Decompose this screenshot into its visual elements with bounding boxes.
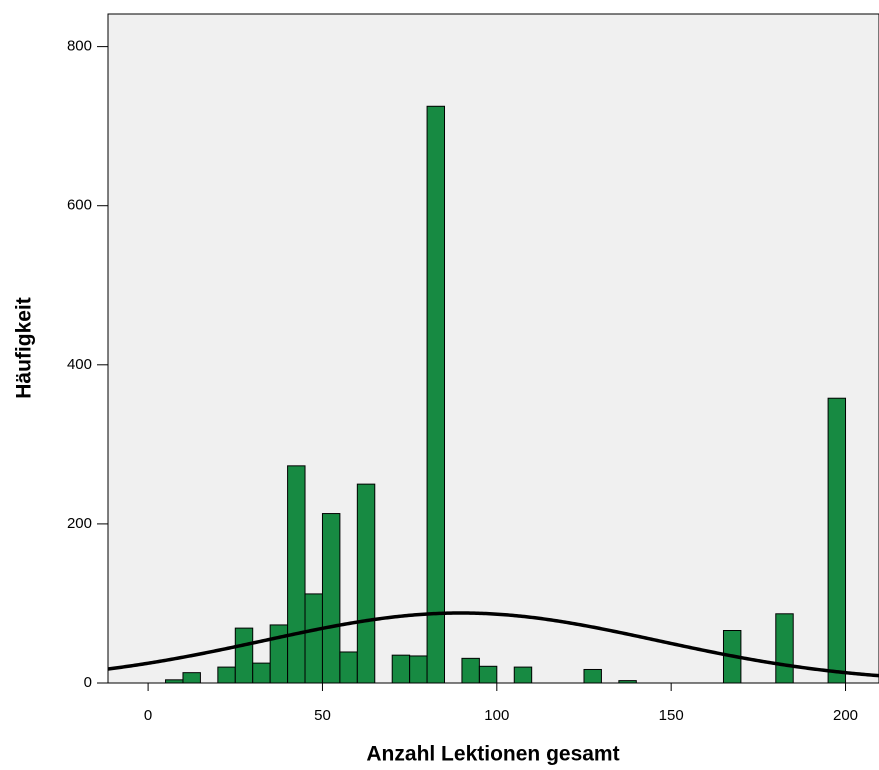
bar — [409, 655, 428, 683]
bar — [182, 672, 201, 683]
y-tick-label: 400 — [67, 356, 92, 373]
bar — [356, 483, 376, 683]
bar — [217, 666, 236, 683]
bar — [252, 662, 271, 683]
x-tick-label: 100 — [484, 707, 509, 724]
y-tick-label: 0 — [84, 674, 92, 691]
y-tick-label: 600 — [67, 197, 92, 214]
bar — [304, 593, 323, 683]
bar — [339, 651, 358, 683]
bar — [165, 679, 184, 683]
x-tick-label: 150 — [659, 707, 684, 724]
bar — [513, 666, 533, 683]
bar — [461, 657, 480, 683]
bar — [618, 680, 637, 683]
bar — [321, 513, 341, 683]
plot-area — [107, 13, 879, 684]
y-axis-title: Häufigkeit — [13, 297, 36, 399]
y-tick-label: 200 — [67, 515, 92, 532]
bar — [391, 654, 411, 683]
marks — [108, 105, 879, 683]
x-tick-label: 0 — [144, 707, 152, 724]
x-tick-label: 200 — [833, 707, 858, 724]
bar — [287, 465, 306, 683]
bar — [775, 613, 794, 683]
bar — [426, 105, 446, 683]
x-axis-title: Anzahl Lektionen gesamt — [366, 743, 619, 766]
bar — [827, 397, 847, 683]
x-tick-label: 50 — [314, 707, 331, 724]
y-tick-label: 800 — [67, 38, 92, 55]
bar — [269, 624, 289, 683]
bar — [234, 627, 254, 683]
bar — [583, 668, 602, 683]
bar — [478, 665, 498, 683]
normal-curve — [108, 611, 879, 678]
